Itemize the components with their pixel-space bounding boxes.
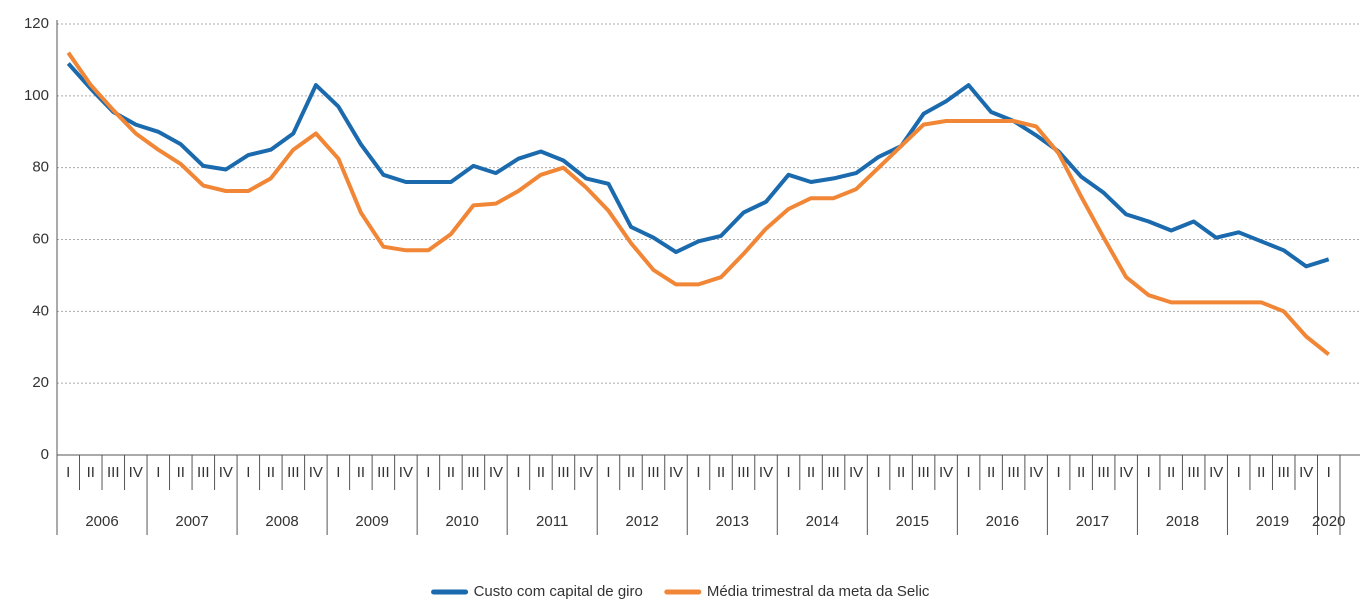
x-tick-label: III xyxy=(917,464,930,481)
x-tick-label: II xyxy=(447,464,455,481)
x-tick-label: IV xyxy=(849,464,863,481)
year-label: 2009 xyxy=(355,513,388,530)
x-tick-label: I xyxy=(1327,464,1331,481)
x-tick-label: II xyxy=(177,464,185,481)
y-tick-label: 80 xyxy=(32,159,49,176)
year-label: 2012 xyxy=(626,513,659,530)
x-tick-label: III xyxy=(287,464,300,481)
x-tick-label: II xyxy=(807,464,815,481)
year-label: 2014 xyxy=(806,513,839,530)
x-tick-label: III xyxy=(197,464,210,481)
x-tick-label: I xyxy=(336,464,340,481)
x-tick-label: IV xyxy=(759,464,773,481)
x-tick-label: II xyxy=(627,464,635,481)
x-tick-label: II xyxy=(357,464,365,481)
year-label: 2013 xyxy=(716,513,749,530)
year-label: 2018 xyxy=(1166,513,1199,530)
series-line xyxy=(66,62,1330,269)
year-label: 2008 xyxy=(265,513,298,530)
x-tick-label: II xyxy=(717,464,725,481)
x-tick-label: I xyxy=(876,464,880,481)
x-tick-label: III xyxy=(557,464,570,481)
legend-label: Média trimestral da meta da Selic xyxy=(707,583,930,600)
year-label: 2010 xyxy=(445,513,478,530)
x-tick-label: IV xyxy=(399,464,413,481)
x-tick-label: I xyxy=(66,464,70,481)
x-tick-label: II xyxy=(537,464,545,481)
x-tick-label: I xyxy=(1147,464,1151,481)
legend-label: Custo com capital de giro xyxy=(474,583,643,600)
x-tick-label: II xyxy=(1077,464,1085,481)
x-tick-label: I xyxy=(1057,464,1061,481)
x-tick-label: II xyxy=(897,464,905,481)
x-tick-label: III xyxy=(377,464,390,481)
year-label: 2011 xyxy=(536,513,568,530)
x-tick-label: III xyxy=(827,464,840,481)
x-tick-label: IV xyxy=(219,464,233,481)
x-tick-label: II xyxy=(267,464,275,481)
year-label: 2015 xyxy=(896,513,929,530)
x-tick-label: III xyxy=(1097,464,1110,481)
legend: Custo com capital de giro Média trimestra… xyxy=(431,583,930,600)
x-tick-label: IV xyxy=(1209,464,1223,481)
x-tick-label: II xyxy=(987,464,995,481)
x-tick-label: IV xyxy=(489,464,503,481)
x-tick-label: IV xyxy=(1299,464,1313,481)
x-tick-label: I xyxy=(516,464,520,481)
x-tick-label: III xyxy=(467,464,480,481)
x-tick-label: IV xyxy=(309,464,323,481)
y-tick-label: 100 xyxy=(24,87,49,104)
x-tick-label: II xyxy=(87,464,95,481)
x-tick-label: III xyxy=(1277,464,1290,481)
year-label: 2019 xyxy=(1256,513,1289,530)
year-label: 2007 xyxy=(175,513,208,530)
y-tick-label: 120 xyxy=(24,15,49,32)
x-tick-label: II xyxy=(1257,464,1265,481)
x-tick-label: IV xyxy=(579,464,593,481)
x-tick-label: I xyxy=(786,464,790,481)
x-tick-label: IV xyxy=(1029,464,1043,481)
x-tick-label: I xyxy=(606,464,610,481)
y-tick-label: 20 xyxy=(32,374,49,391)
x-tick-label: I xyxy=(696,464,700,481)
x-tick-label: II xyxy=(1167,464,1175,481)
x-tick-label: I xyxy=(967,464,971,481)
year-label: 2020 xyxy=(1312,513,1345,530)
x-tick-label: III xyxy=(1007,464,1020,481)
x-tick-label: I xyxy=(156,464,160,481)
x-tick-label: III xyxy=(107,464,120,481)
x-tick-label: IV xyxy=(1119,464,1133,481)
y-tick-label: 40 xyxy=(32,302,49,319)
year-label: 2006 xyxy=(85,513,118,530)
x-tick-label: IV xyxy=(129,464,143,481)
x-tick-label: I xyxy=(426,464,430,481)
year-label: 2017 xyxy=(1076,513,1109,530)
x-tick-label: IV xyxy=(939,464,953,481)
x-tick-label: III xyxy=(1187,464,1200,481)
x-tick-label: I xyxy=(1237,464,1241,481)
x-tick-label: III xyxy=(737,464,750,481)
y-tick-label: 60 xyxy=(32,230,49,247)
year-label: 2016 xyxy=(986,513,1019,530)
x-tick-label: III xyxy=(647,464,660,481)
x-tick-label: I xyxy=(246,464,250,481)
series-line xyxy=(66,51,1330,356)
y-tick-label: 0 xyxy=(41,446,49,463)
x-tick-label: IV xyxy=(669,464,683,481)
